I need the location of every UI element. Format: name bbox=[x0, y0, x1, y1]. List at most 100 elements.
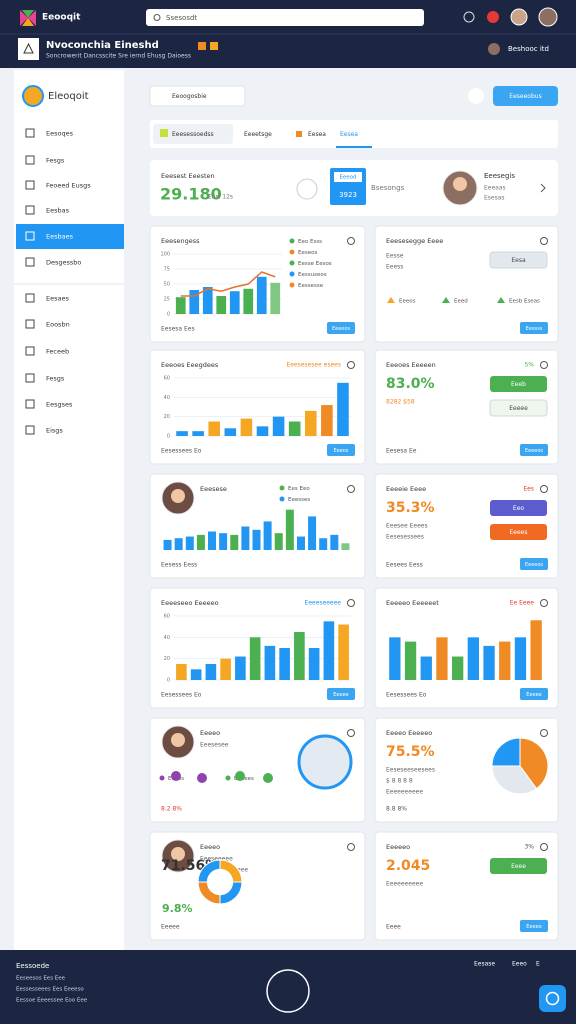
card bbox=[149, 831, 366, 941]
bar bbox=[296, 536, 305, 550]
legend-label: Ees Eeo bbox=[288, 486, 310, 492]
star-icon bbox=[387, 297, 395, 303]
card-menu[interactable] bbox=[540, 237, 548, 245]
tab: Eesea bbox=[308, 131, 326, 138]
bar bbox=[176, 431, 188, 436]
legend-swatch bbox=[159, 775, 165, 781]
search-icon bbox=[153, 14, 161, 21]
icon-button[interactable] bbox=[468, 88, 484, 104]
card-menu[interactable] bbox=[540, 843, 548, 851]
chevron[interactable] bbox=[540, 183, 546, 193]
card-tag: 3% bbox=[524, 844, 534, 851]
bar bbox=[304, 410, 317, 436]
card-title: Eeeoes Eeegdees bbox=[161, 361, 219, 369]
card-footer: Eeeee bbox=[161, 924, 180, 931]
pill-button[interactable] bbox=[489, 251, 548, 269]
card-title: Eeesese bbox=[200, 485, 227, 493]
card-footer: Eesessees Eo bbox=[161, 692, 202, 699]
nav-icon bbox=[25, 231, 35, 241]
card-menu[interactable] bbox=[347, 361, 355, 369]
pill-button[interactable] bbox=[489, 399, 548, 417]
toggle[interactable] bbox=[296, 178, 318, 200]
card-line: Eeess bbox=[386, 264, 403, 271]
pill-button[interactable] bbox=[490, 500, 547, 516]
card-button[interactable] bbox=[520, 322, 548, 334]
chip-label: Eeed bbox=[454, 299, 468, 305]
avatar[interactable] bbox=[488, 43, 500, 55]
card-line: 8282 $58 bbox=[386, 399, 415, 406]
bar bbox=[467, 637, 480, 680]
home-button[interactable] bbox=[266, 969, 310, 1013]
pill-button[interactable] bbox=[490, 858, 547, 874]
button-label: Eeeos bbox=[334, 448, 349, 454]
nav-icon bbox=[25, 399, 35, 409]
card-title: Eeeeo bbox=[200, 843, 220, 851]
avatar[interactable] bbox=[510, 8, 528, 26]
bar bbox=[174, 538, 183, 550]
nav-item: Eoosbn bbox=[46, 321, 70, 329]
logo bbox=[22, 18, 34, 26]
nav-item: Fesgs bbox=[46, 375, 65, 383]
primary-button[interactable] bbox=[493, 86, 558, 106]
bar bbox=[337, 382, 349, 436]
bar bbox=[189, 290, 200, 314]
icon bbox=[210, 42, 218, 50]
card-menu[interactable] bbox=[540, 729, 548, 737]
card-button[interactable] bbox=[327, 322, 355, 334]
card-button[interactable] bbox=[327, 444, 355, 456]
bar bbox=[241, 526, 250, 550]
bar bbox=[308, 648, 320, 680]
bar bbox=[308, 516, 317, 550]
y-tick-label: 0 bbox=[167, 678, 170, 684]
summary-middle: Bsesongs bbox=[371, 184, 405, 192]
card-tag: Eeesesesee esees bbox=[286, 362, 341, 369]
bar bbox=[192, 431, 204, 436]
card-button[interactable] bbox=[327, 688, 355, 700]
card-menu[interactable] bbox=[347, 729, 355, 737]
chat-button[interactable] bbox=[539, 985, 566, 1012]
nav-icon bbox=[25, 155, 35, 165]
card-button[interactable] bbox=[520, 444, 548, 456]
y-tick-label: 75 bbox=[164, 267, 170, 273]
badge-value: 3923 bbox=[339, 191, 357, 199]
tab-icon bbox=[296, 131, 302, 137]
search-box[interactable] bbox=[149, 85, 246, 107]
card-menu[interactable] bbox=[540, 361, 548, 369]
nav-item: Desgessbo bbox=[46, 259, 81, 267]
pill-button[interactable] bbox=[490, 524, 547, 540]
footer-title: Eessoede bbox=[16, 962, 49, 970]
footer-link: Eeeo bbox=[512, 961, 527, 968]
card-footer: Eesessees Eo bbox=[386, 692, 427, 699]
card-button[interactable] bbox=[520, 558, 548, 570]
notification-icon[interactable] bbox=[487, 11, 499, 23]
card-title: Eeeeeo bbox=[386, 843, 410, 851]
search-placeholder: Ssesosdt bbox=[166, 14, 197, 22]
bar bbox=[451, 656, 464, 680]
summary-unit: Ensl 12s bbox=[208, 194, 233, 201]
pill-label: Eeeb bbox=[511, 381, 526, 388]
card-button[interactable] bbox=[520, 920, 548, 932]
card-menu[interactable] bbox=[347, 237, 355, 245]
card-menu[interactable] bbox=[347, 599, 355, 607]
card-line: $ 8 8 8 8 bbox=[386, 778, 413, 785]
search-box[interactable] bbox=[146, 9, 424, 26]
star-icon bbox=[442, 297, 450, 303]
y-tick-label: 60 bbox=[164, 376, 170, 382]
card-button[interactable] bbox=[520, 688, 548, 700]
card-menu[interactable] bbox=[347, 485, 355, 493]
avatar[interactable] bbox=[538, 7, 558, 27]
pill-button[interactable] bbox=[490, 376, 547, 392]
bar bbox=[235, 656, 246, 680]
card-menu[interactable] bbox=[540, 485, 548, 493]
bar bbox=[285, 509, 294, 550]
card-menu[interactable] bbox=[540, 599, 548, 607]
button-label: Eeeee bbox=[333, 692, 348, 698]
button-label: Eeeeos bbox=[525, 448, 543, 454]
card-footer: Eesessees Eo bbox=[161, 448, 202, 455]
bar bbox=[176, 664, 187, 680]
card-menu[interactable] bbox=[347, 843, 355, 851]
icon[interactable] bbox=[463, 11, 475, 23]
user-name[interactable]: Beshooc itd bbox=[508, 45, 549, 53]
bar bbox=[499, 641, 511, 680]
footer-link: E bbox=[536, 961, 540, 968]
